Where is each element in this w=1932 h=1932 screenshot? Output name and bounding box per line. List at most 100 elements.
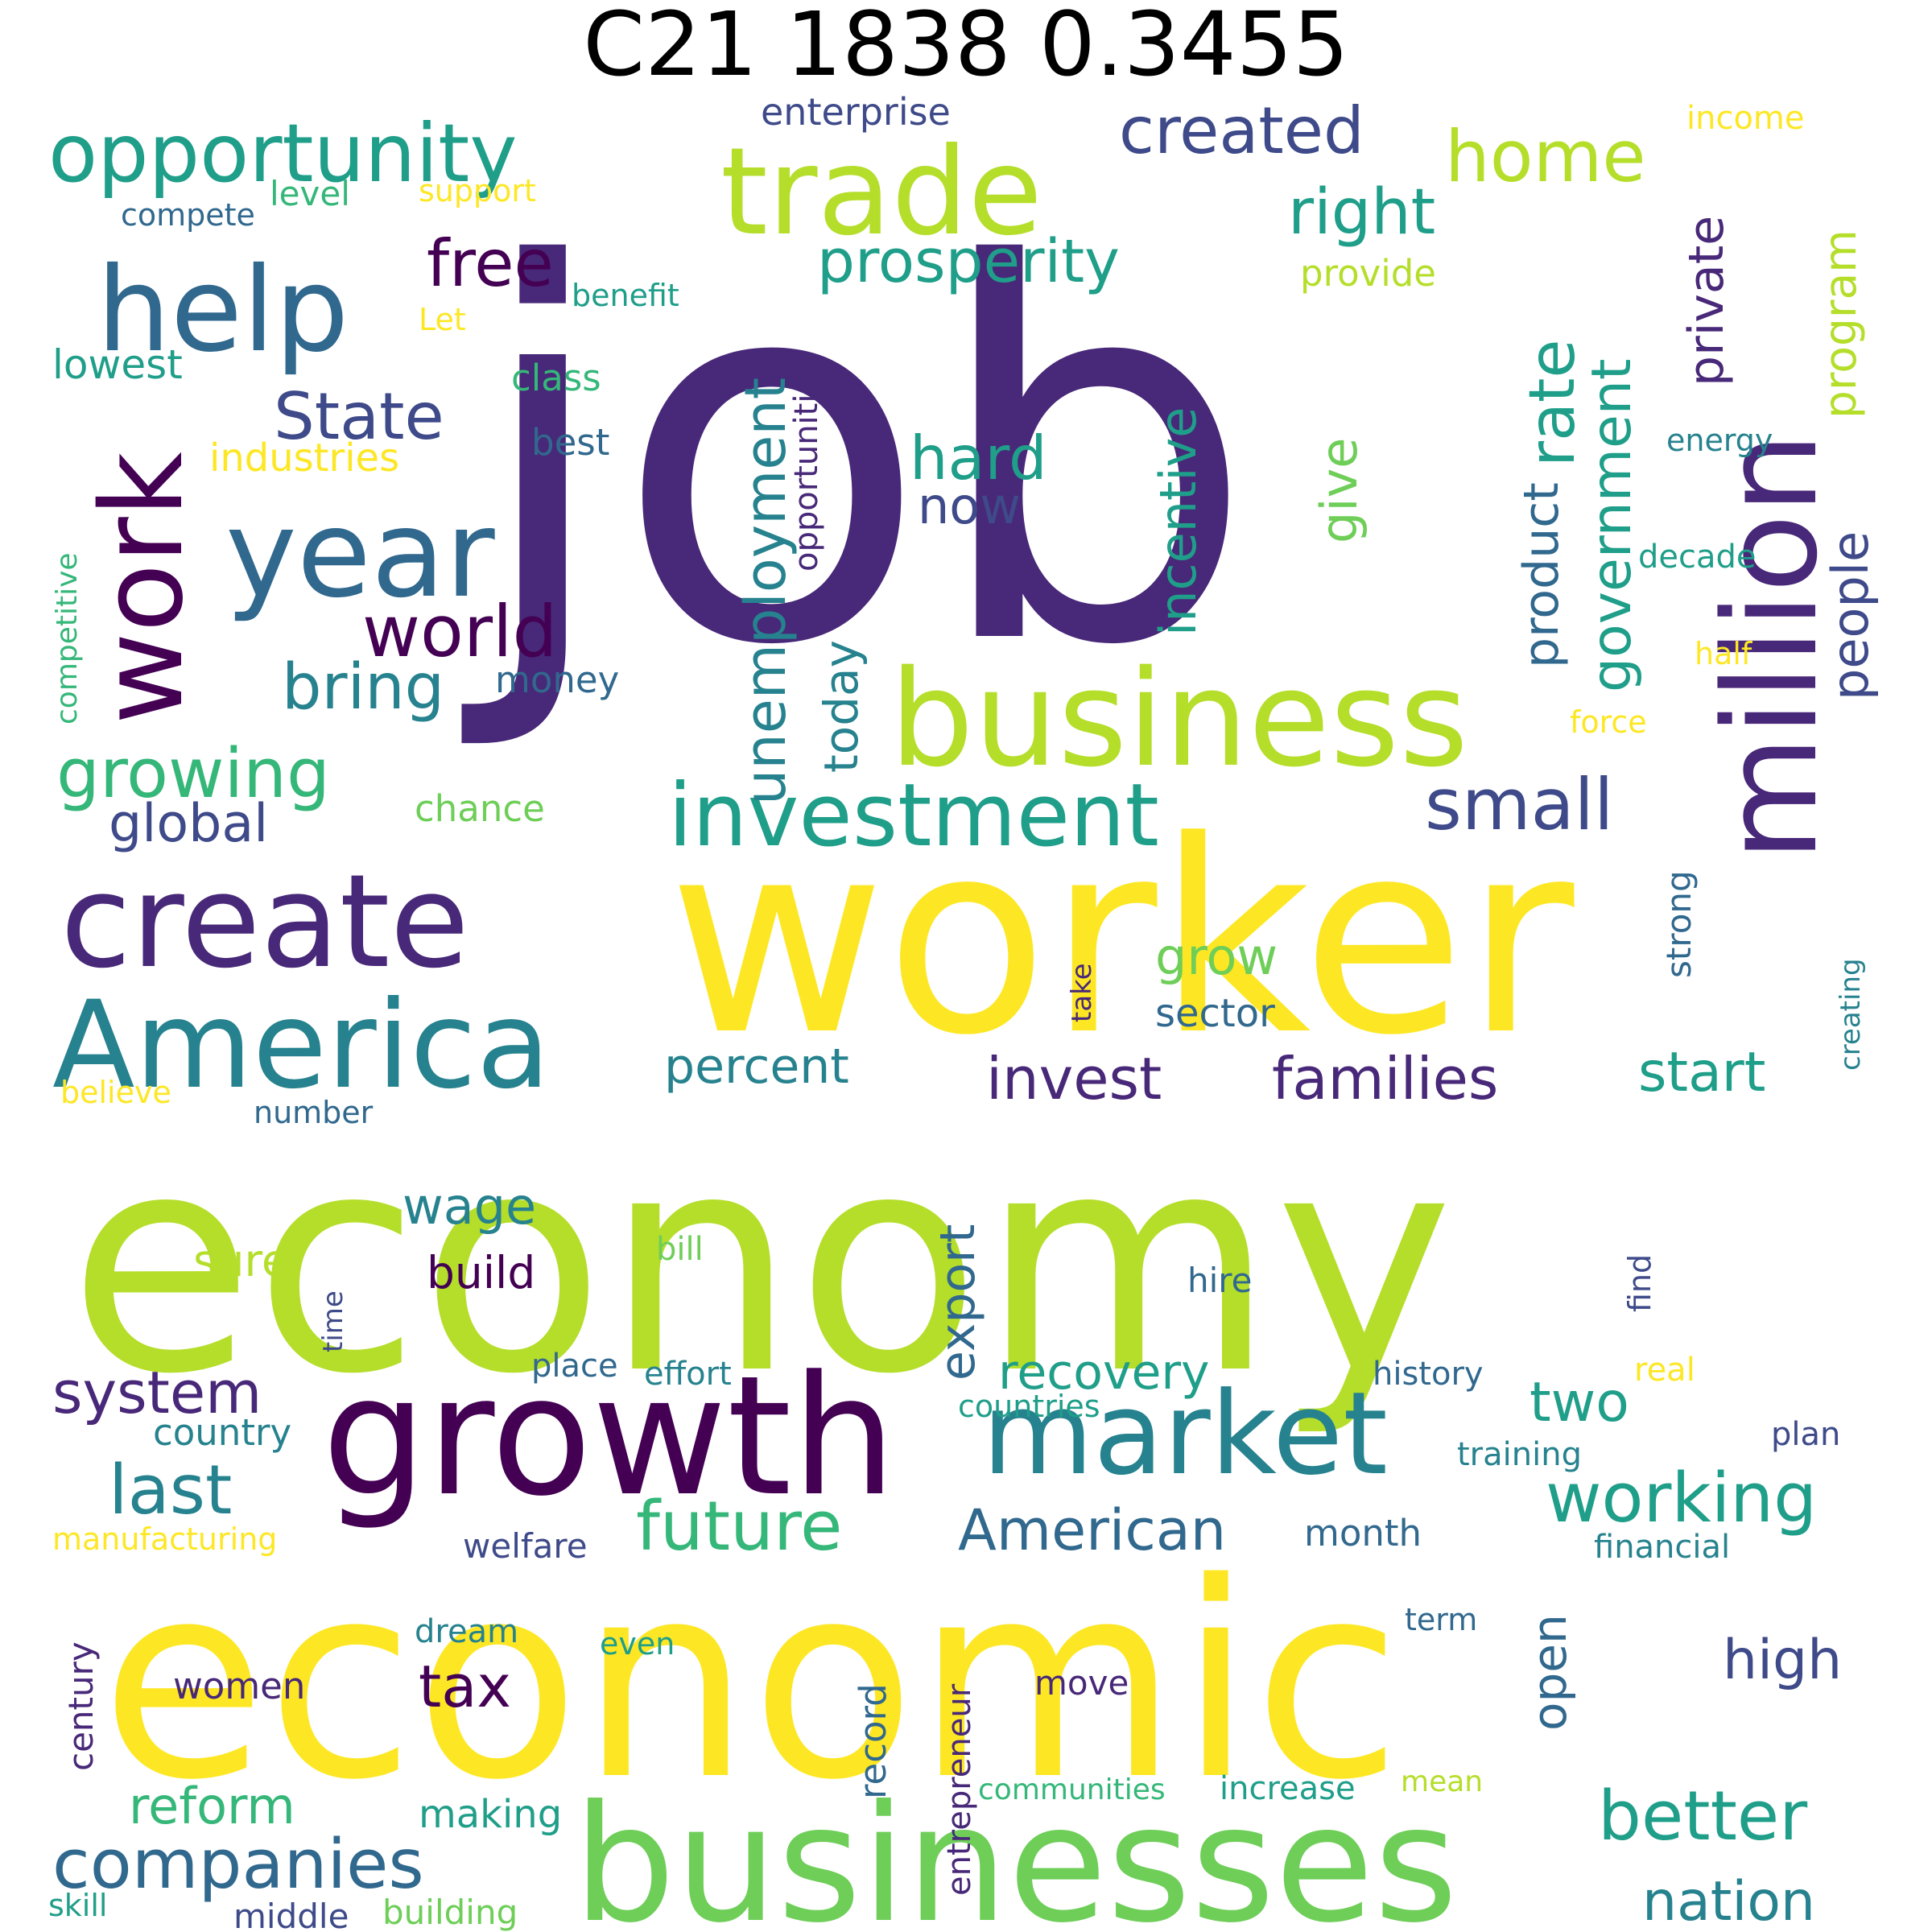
word-communities: communities xyxy=(978,1773,1166,1806)
word-increase: increase xyxy=(1220,1770,1356,1807)
word-month: month xyxy=(1304,1512,1422,1554)
word-open: open xyxy=(1522,1614,1577,1731)
word-opportunities: opportunities xyxy=(788,357,825,572)
word-government: government xyxy=(1580,358,1644,692)
word-mean: mean xyxy=(1401,1765,1483,1798)
word-even: even xyxy=(600,1626,675,1662)
word-created: created xyxy=(1119,93,1364,168)
word-century: century xyxy=(61,1641,101,1771)
word-future: future xyxy=(636,1487,842,1567)
word-dream: dream xyxy=(415,1613,518,1650)
word-bring: bring xyxy=(282,651,444,724)
word-people: people xyxy=(1821,531,1880,700)
word-create: create xyxy=(60,846,469,997)
word-businesses: businesses xyxy=(573,1771,1458,1932)
word-unemployment: unemployment xyxy=(733,378,799,805)
word-work: work xyxy=(77,452,208,724)
word-business: business xyxy=(890,642,1468,796)
word-industries: industries xyxy=(209,436,399,481)
word-countries: countries xyxy=(958,1389,1100,1424)
word-level: level xyxy=(270,174,350,213)
word-companies: companies xyxy=(52,1825,424,1905)
word-economic: economic xyxy=(101,1525,1402,1839)
word-move: move xyxy=(1034,1663,1129,1703)
word-worker: worker xyxy=(668,784,1577,1093)
word-hire: hire xyxy=(1187,1261,1252,1300)
word-home: home xyxy=(1445,115,1645,198)
word-building: building xyxy=(382,1893,518,1932)
word-training: training xyxy=(1457,1436,1582,1473)
word-find: find xyxy=(1622,1254,1657,1312)
word-state: State xyxy=(274,379,444,454)
word-strong: strong xyxy=(1659,870,1699,978)
word-women: women xyxy=(173,1665,305,1707)
word-believe: believe xyxy=(60,1075,171,1110)
word-last: last xyxy=(109,1451,232,1530)
word-rate: rate xyxy=(1517,340,1589,467)
word-system: system xyxy=(52,1359,262,1426)
word-product: product xyxy=(1513,482,1570,668)
word-two: two xyxy=(1530,1371,1629,1435)
word-term: term xyxy=(1405,1602,1477,1637)
word-global: global xyxy=(109,794,268,854)
word-entrepreneur: entrepreneur xyxy=(941,1683,978,1896)
word-today: today xyxy=(814,640,869,773)
word-sure: sure xyxy=(193,1235,289,1286)
word-competitive: competitive xyxy=(51,552,84,724)
word-enterprise: enterprise xyxy=(761,90,951,134)
word-invest: invest xyxy=(986,1045,1162,1113)
word-let: Let xyxy=(419,302,466,337)
word-free: free xyxy=(427,226,554,301)
word-trade: trade xyxy=(720,122,1042,262)
word-prosperity: prosperity xyxy=(817,227,1120,296)
word-lowest: lowest xyxy=(52,341,183,388)
word-bill: bill xyxy=(656,1231,704,1268)
word-best: best xyxy=(531,421,609,464)
word-financial: financial xyxy=(1594,1529,1730,1566)
word-nation: nation xyxy=(1642,1870,1815,1932)
word-place: place xyxy=(531,1348,618,1385)
word-making: making xyxy=(419,1792,562,1837)
word-reform: reform xyxy=(129,1777,295,1835)
word-now: now xyxy=(918,477,1021,535)
word-provide: provide xyxy=(1300,252,1436,295)
word-working: working xyxy=(1546,1459,1817,1538)
word-tax: tax xyxy=(419,1653,511,1720)
word-year: year xyxy=(225,485,495,625)
word-incentive: incentive xyxy=(1149,407,1208,636)
word-record: record xyxy=(852,1683,894,1799)
word-million: million xyxy=(1695,432,1846,861)
word-decade: decade xyxy=(1638,539,1757,576)
word-give: give xyxy=(1310,438,1368,543)
word-half: half xyxy=(1695,636,1753,671)
word-job: job xyxy=(455,158,1257,758)
word-american: American xyxy=(958,1497,1226,1563)
chart-title: C21 1838 0.3455 xyxy=(583,0,1349,96)
word-better: better xyxy=(1598,1777,1807,1856)
word-number: number xyxy=(254,1095,374,1130)
word-effort: effort xyxy=(644,1356,732,1393)
word-skill: skill xyxy=(48,1888,107,1923)
word-income: income xyxy=(1686,100,1805,137)
word-class: class xyxy=(511,357,601,399)
word-real: real xyxy=(1634,1352,1695,1389)
word-right: right xyxy=(1288,176,1435,249)
word-welfare: welfare xyxy=(463,1526,588,1566)
word-wage: wage xyxy=(402,1177,536,1236)
word-america: America xyxy=(52,976,551,1116)
word-hard: hard xyxy=(910,423,1047,493)
word-time: time xyxy=(317,1290,349,1352)
word-manufacturing: manufacturing xyxy=(52,1521,277,1557)
word-small: small xyxy=(1425,763,1613,846)
word-compete: compete xyxy=(121,197,255,233)
word-market: market xyxy=(982,1368,1388,1501)
word-build: build xyxy=(427,1247,535,1298)
word-help: help xyxy=(97,242,349,378)
word-program: program xyxy=(1814,229,1866,419)
word-recovery: recovery xyxy=(998,1344,1210,1401)
word-growing: growing xyxy=(56,734,330,814)
word-percent: percent xyxy=(664,1038,849,1095)
word-force: force xyxy=(1570,704,1647,740)
